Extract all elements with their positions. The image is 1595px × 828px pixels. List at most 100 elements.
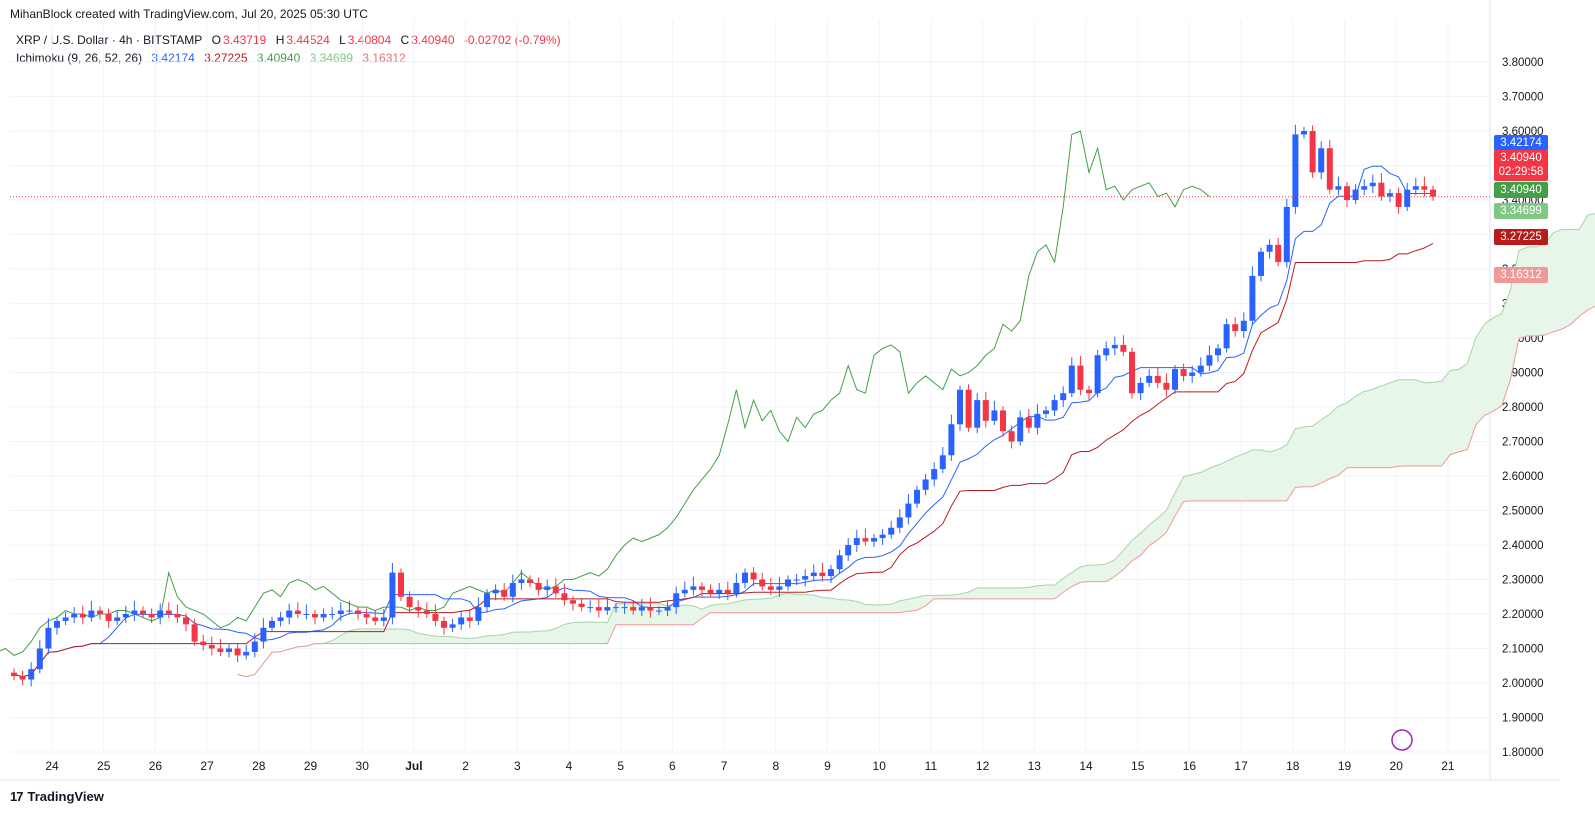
candle-body <box>810 572 817 577</box>
candle-body <box>664 607 671 611</box>
x-axis-tick-label: 24 <box>45 759 59 773</box>
x-axis-tick-label: 10 <box>873 759 887 773</box>
y-axis-tick-label: 1.90000 <box>1502 713 1544 725</box>
candle-body <box>458 617 465 625</box>
candle-body <box>819 572 826 577</box>
candle-body <box>148 614 155 618</box>
candle-body <box>1180 369 1187 376</box>
leading-span-b-line <box>237 305 1595 678</box>
candle-body <box>36 648 43 670</box>
y-axis-tick-label: 2.10000 <box>1502 644 1544 656</box>
x-axis-tick-label: 18 <box>1286 759 1300 773</box>
close-label: C <box>400 33 410 47</box>
candle-body <box>561 593 568 601</box>
candle-body <box>535 582 542 590</box>
leading-span-b-badge: 3.16312 <box>1494 267 1548 283</box>
candle-body <box>750 572 757 580</box>
leading-span-a-badge: 3.34699 <box>1494 203 1548 219</box>
candle-body <box>1189 372 1196 376</box>
candle-body <box>466 617 473 621</box>
candle-body <box>733 582 740 594</box>
candle-body <box>97 610 103 614</box>
candle-body <box>1172 369 1178 390</box>
last-price-value: 3.40940 <box>1500 152 1542 164</box>
conversion-line-badge: 3.42174 <box>1494 135 1548 151</box>
candle-body <box>1137 382 1144 394</box>
x-axis-tick-label: 11 <box>925 759 938 773</box>
tradingview-brand[interactable]: 17 TradingView <box>10 789 104 804</box>
candle-body <box>793 579 800 581</box>
candle-body <box>1129 351 1135 394</box>
candle-body <box>1034 413 1041 428</box>
candle-body <box>1215 348 1221 356</box>
high-value: 3.44524 <box>286 33 330 47</box>
candle-body <box>879 534 886 539</box>
candle-body <box>1163 382 1170 390</box>
candle-body <box>200 641 207 646</box>
candle-body <box>140 610 146 614</box>
candle-body <box>355 610 361 614</box>
candle-body <box>475 607 482 621</box>
candle-body <box>939 455 946 470</box>
candle-body <box>845 545 852 556</box>
y-axis-tick-label: 2.80000 <box>1502 402 1544 414</box>
candle-body <box>217 648 224 652</box>
candle-body <box>165 610 172 614</box>
candle-body <box>991 410 998 421</box>
candle-body <box>656 610 662 612</box>
x-axis-tick-label: 30 <box>356 759 370 773</box>
x-axis-tick-label: 14 <box>1079 759 1093 773</box>
candle-body <box>208 645 215 649</box>
candle-body <box>621 607 628 609</box>
replay-lightning-icon <box>1391 729 1413 751</box>
candle-body <box>690 586 697 590</box>
lagging-span-badge: 3.40940 <box>1494 182 1548 198</box>
candle-body <box>226 648 232 652</box>
candle-body <box>1017 417 1024 442</box>
brand-name: TradingView <box>27 789 104 804</box>
candle-body <box>251 641 258 652</box>
candle-body <box>544 586 551 590</box>
candle-body <box>54 620 60 628</box>
candle-body <box>724 589 731 594</box>
candle-body <box>62 617 69 621</box>
y-axis-tick-label: 2.70000 <box>1502 437 1544 449</box>
candle-body <box>45 627 52 649</box>
candle-body <box>1206 355 1213 366</box>
candle-body <box>423 610 430 614</box>
candle-body <box>363 614 370 618</box>
candle-body <box>1369 182 1376 187</box>
candle-body <box>312 614 318 618</box>
candle-body <box>785 579 791 587</box>
candle-body <box>441 620 447 628</box>
candle-body <box>346 610 353 612</box>
candle-body <box>836 555 843 570</box>
candle-body <box>157 610 164 618</box>
candle-body <box>853 538 860 545</box>
x-axis-tick-label: 17 <box>1234 759 1248 773</box>
candle-body <box>1197 365 1204 373</box>
x-axis-tick-label: 25 <box>97 759 111 773</box>
y-axis-tick-label: 2.30000 <box>1502 575 1544 587</box>
candle-body <box>982 400 989 421</box>
candle-body <box>647 607 654 611</box>
candle-body <box>570 600 576 604</box>
candle-body <box>122 614 129 618</box>
candle-body <box>922 479 929 490</box>
low-label: L <box>339 33 346 47</box>
candle-body <box>673 593 680 608</box>
x-axis-tick-label: 20 <box>1390 759 1404 773</box>
candle-body <box>630 607 637 611</box>
x-axis-tick-label: 5 <box>617 759 624 773</box>
candle-body <box>604 607 611 611</box>
open-value: 3.43719 <box>222 33 267 47</box>
candle-body <box>71 614 78 618</box>
candle-body <box>406 596 413 608</box>
candle-body <box>28 669 35 680</box>
candle-body <box>380 617 387 621</box>
candle-body <box>767 586 774 590</box>
ichimoku-cloud <box>237 213 1595 677</box>
candle-body <box>1344 186 1350 200</box>
candle-body <box>974 400 981 428</box>
